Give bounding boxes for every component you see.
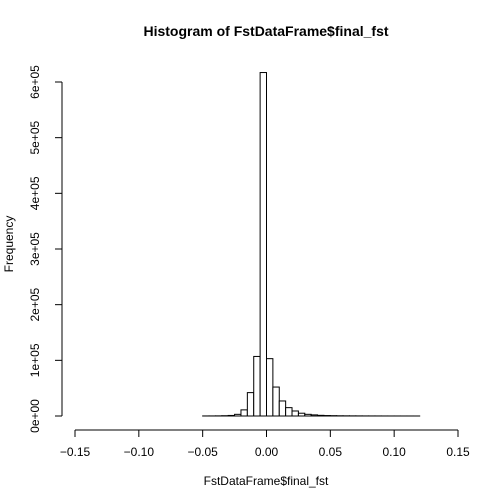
histogram-bar [227, 414, 236, 417]
histogram-bar [291, 410, 299, 417]
histogram-bar [246, 392, 255, 417]
x-tick-label: −0.10 [124, 445, 155, 459]
histogram-bar [304, 413, 312, 417]
x-axis: −0.15 −0.10 −0.05 0.00 0.05 0.10 0.15 [60, 429, 470, 459]
y-tick-label: 6e+05 [28, 65, 42, 99]
histogram-bar [310, 414, 319, 417]
histogram-bar [253, 355, 261, 417]
histogram-bar [259, 72, 267, 417]
x-tick-label: 0.05 [319, 445, 343, 459]
chart-title: Histogram of FstDataFrame$final_fst [143, 23, 388, 39]
x-tick-label: −0.05 [187, 445, 218, 459]
x-tick-label: 0.10 [382, 445, 406, 459]
y-axis: 0e+00 1e+05 2e+05 3e+05 4e+05 5e+05 6e+05 [28, 65, 63, 433]
y-tick-label: 5e+05 [28, 120, 42, 154]
histogram-bar [266, 358, 274, 417]
histogram-bar [297, 412, 306, 417]
histogram-bar [240, 409, 248, 417]
y-tick-label: 2e+05 [28, 287, 42, 321]
x-tick-label: −0.15 [60, 445, 91, 459]
histogram-bars [202, 72, 421, 417]
y-axis-label: Frequency [2, 216, 16, 273]
y-tick-label: 1e+05 [28, 343, 42, 377]
histogram-bar [285, 407, 293, 417]
x-axis-label: FstDataFrame$final_fst [204, 474, 329, 488]
histogram-bar [272, 386, 280, 417]
histogram-bar [278, 400, 287, 417]
histogram-bar [234, 413, 242, 417]
y-tick-label: 4e+05 [28, 176, 42, 210]
x-tick-label: 0.00 [255, 445, 279, 459]
histogram-bar [317, 414, 325, 417]
y-tick-label: 0e+00 [28, 399, 42, 433]
x-tick-label: 0.15 [446, 445, 470, 459]
y-tick-label: 3e+05 [28, 232, 42, 266]
